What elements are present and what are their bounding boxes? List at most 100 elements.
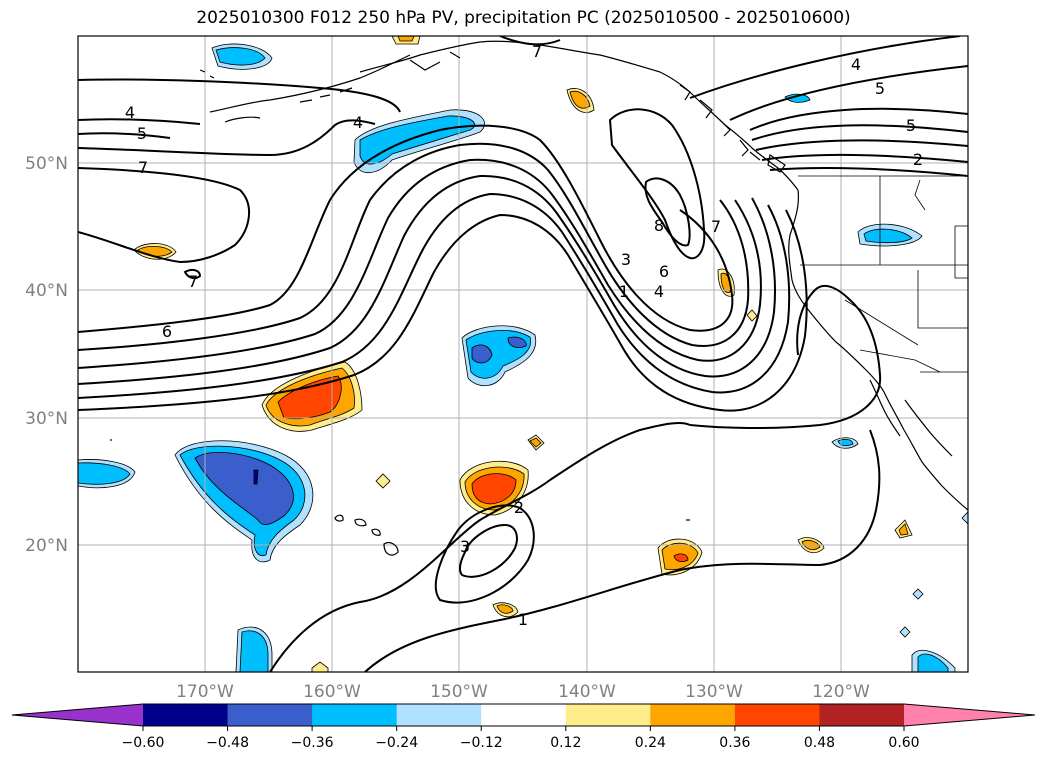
pv-contour: [755, 139, 968, 151]
precip-blob: [784, 93, 811, 103]
precip-blob: [311, 661, 329, 672]
contour-label: 4: [654, 282, 664, 301]
precip-blob: [961, 511, 968, 525]
colorbar-tick-label: 0.60: [888, 735, 919, 751]
precip-blob: [569, 90, 591, 109]
contour-labels: 4 5 7 7 4 6 7 8 6 4 3 1 4 5 5 2 2 3 1 7: [125, 42, 923, 629]
colorbar-segment: [481, 704, 567, 726]
precip-blob: [239, 630, 269, 672]
pv-contour: [183, 268, 202, 280]
colorbar-segment: [396, 704, 482, 726]
pv-contour: [78, 209, 808, 412]
colorbar-segment: [734, 704, 820, 726]
pv-contour: [689, 284, 882, 430]
precip-blob: [898, 523, 909, 536]
contour-label: 5: [906, 116, 916, 135]
pv-contour: [78, 78, 401, 113]
contour-label: 3: [460, 537, 470, 556]
lat-label-30n: 30°N: [25, 409, 68, 429]
precip-blob: [746, 309, 758, 322]
pv-contour: [78, 142, 750, 351]
longitude-labels: 170°W 160°W 150°W 140°W 130°W 120°W: [176, 682, 870, 702]
precip-blob: [375, 473, 391, 489]
lon-label-120w: 120°W: [812, 682, 870, 702]
precip-blob: [215, 47, 266, 66]
colorbar-tick-label: −0.36: [291, 735, 334, 751]
colorbar-segment: [650, 704, 736, 726]
precip-blob: [673, 553, 689, 563]
contour-label: 4: [125, 103, 135, 122]
contour-label: 5: [875, 79, 885, 98]
contour-label: 5: [137, 124, 147, 143]
map-frame: [77, 35, 969, 673]
precip-blob: [471, 344, 493, 364]
map-title: 2025010300 F012 250 hPa PV, precipitatio…: [196, 8, 851, 28]
colorbar-segment: [143, 704, 229, 726]
contour-label: 3: [621, 250, 631, 269]
contour-label: 4: [353, 113, 363, 132]
pv-contour: [644, 177, 691, 247]
precip-blob: [529, 437, 542, 448]
colorbar-segment: [312, 704, 398, 726]
pv-contour: [78, 118, 201, 125]
colorbar-segment: [565, 704, 651, 726]
colorbar-extend-high: [904, 704, 1035, 726]
colorbar-tick-label: −0.24: [375, 735, 418, 751]
lon-label-160w: 160°W: [303, 682, 361, 702]
precip-blob: [899, 626, 911, 638]
colorbar-tick-label: −0.12: [460, 735, 503, 751]
precip-blob: [253, 469, 259, 485]
lon-label-150w: 150°W: [430, 682, 488, 702]
contour-label: 1: [619, 282, 629, 301]
contour-label: 6: [162, 322, 172, 341]
pv-contour: [364, 429, 881, 672]
lon-label-130w: 130°W: [685, 682, 743, 702]
lon-label-140w: 140°W: [558, 682, 616, 702]
contour-label: 6: [659, 262, 669, 281]
pv-contour: [761, 153, 968, 163]
precip-blob: [496, 604, 514, 614]
precip-blob: [397, 36, 415, 42]
lon-label-170w: 170°W: [176, 682, 234, 702]
contour-label: 2: [913, 150, 923, 169]
contour-label: 7: [711, 217, 721, 236]
pv-contour: [78, 119, 376, 157]
contour-label: 7: [188, 272, 198, 291]
pv-contour: [78, 132, 171, 139]
contour-label: 2: [514, 498, 524, 517]
lat-label-20n: 20°N: [25, 536, 68, 556]
pv-contour: [78, 192, 791, 399]
pv-contour: [769, 167, 968, 177]
coastlines: [110, 40, 968, 556]
pv-contour: [78, 158, 762, 369]
contour-label: 7: [532, 42, 542, 61]
precip-blob: [507, 336, 527, 348]
precip-blob: [912, 588, 924, 600]
contour-label: 1: [518, 610, 528, 629]
pv-contour: [689, 36, 961, 99]
precip-blob: [471, 473, 517, 505]
colorbar-tick-label: −0.60: [122, 735, 165, 751]
colorbar-tick-label: 0.12: [550, 735, 581, 751]
latitude-labels: 50°N 40°N 30°N 20°N: [25, 154, 68, 556]
pv-contour: [729, 65, 968, 121]
colorbar-tick-label: 0.24: [635, 735, 666, 751]
precip-blob: [78, 462, 131, 485]
gridlines: [78, 36, 968, 672]
colorbar-tick-label: 0.36: [719, 735, 750, 751]
pv-contour: [751, 124, 968, 141]
contour-label: 4: [851, 55, 861, 74]
contour-label: 8: [654, 216, 664, 235]
colorbar-segment: [819, 704, 905, 726]
pv-contour: [78, 174, 777, 385]
pv-contour: [78, 167, 251, 264]
colorbar: −0.60 −0.48 −0.36 −0.24 −0.12 0.12 0.24 0.36 0.4…: [11, 703, 1036, 751]
lat-label-50n: 50°N: [25, 154, 68, 174]
colorbar-tick-label: 0.48: [804, 735, 835, 751]
pv-contour: [499, 36, 561, 46]
pv-contour: [458, 523, 518, 578]
precip-blob: [917, 653, 949, 672]
colorbar-extend-low: [12, 704, 143, 726]
colorbar-tick-label: −0.48: [206, 735, 249, 751]
